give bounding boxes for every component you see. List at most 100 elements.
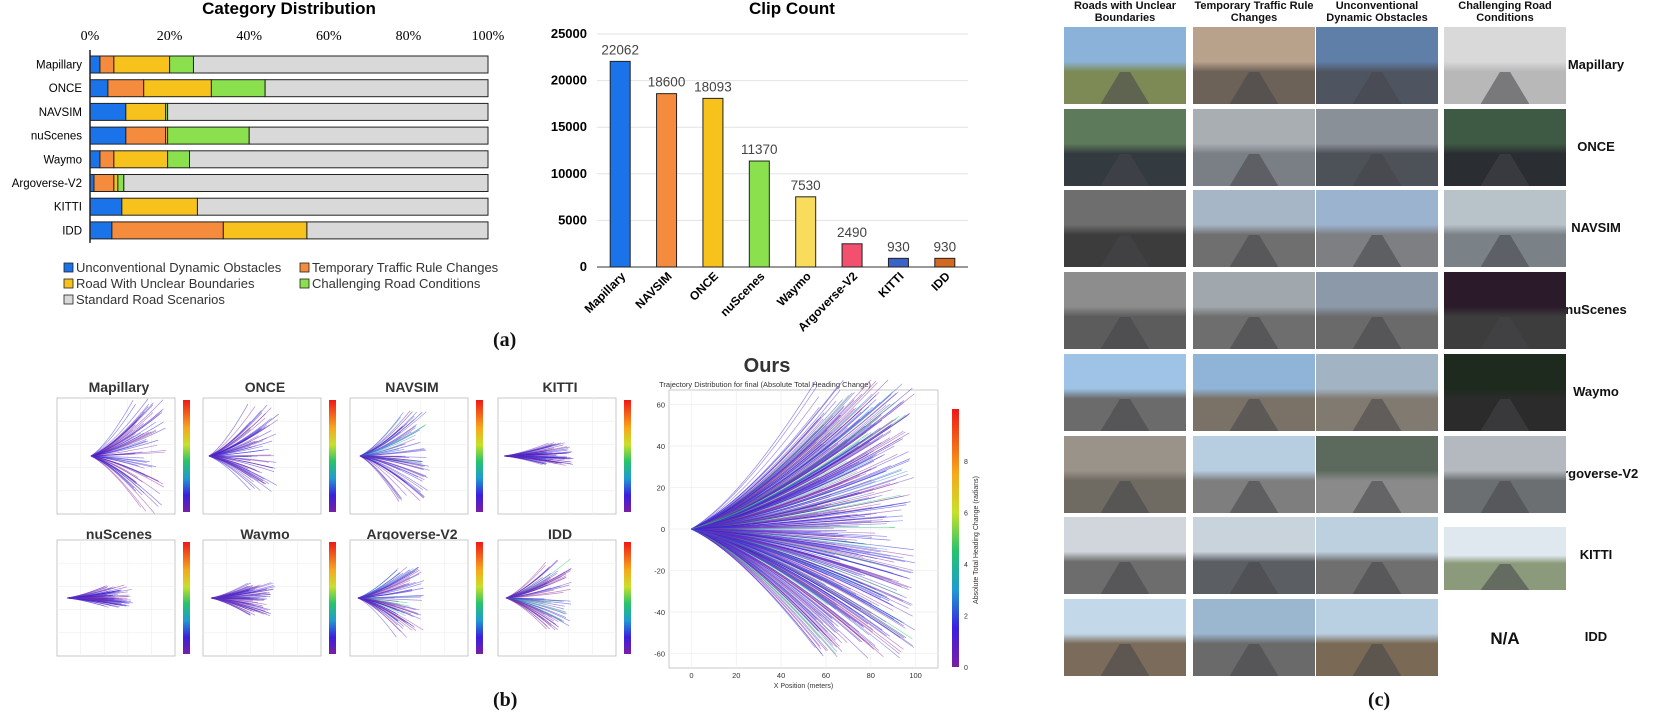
main-trajectory-line [691,528,837,655]
scene-road-shape [1352,234,1402,267]
trajectory-line [359,455,425,471]
main-x-label: X Position (meters) [774,683,834,690]
category-bar-segment [107,79,145,98]
caption-b: (b) [493,689,518,711]
clip-x-tick: NAVSIM [632,269,674,311]
main-trajectory-line [691,528,890,604]
category-bar-segment [167,126,250,145]
scene-road-shape [1480,234,1530,267]
trajectory-line [359,455,422,462]
category-bar-segment [167,102,489,121]
main-trajectory-line [691,433,869,530]
trajectory-colorbar [624,542,631,654]
trajectory-line [90,432,144,457]
scene-thumbnail [1444,272,1566,349]
scene-not-available: N/A [1490,629,1520,648]
category-bar-segment [89,79,109,98]
legend-label: Road With Unclear Boundaries [76,276,255,291]
scene-road-shape [1100,316,1150,349]
category-row-label: nuScenes [31,131,82,143]
scene-road-shape [1480,398,1530,431]
figure-panels-a-b: Category Distribution 0% 20% 40% 60% 80% 100% M… [12,0,980,690]
trajectory-colorbar [329,542,336,654]
main-colorbar-label: Absolute Total Heading Change (radians) [973,476,980,604]
category-bar-segment [117,174,125,192]
main-trajectory-line [691,480,876,530]
main-x-tick: 20 [732,671,740,680]
main-trajectory-line [691,385,818,530]
clip-bar [887,257,909,268]
main-y-tick: 20 [657,484,665,493]
scene-road-shape [1229,71,1279,104]
clip-value-label: 7530 [791,178,821,193]
main-colorbar-tick: 0 [964,665,968,672]
scene-road-shape [1480,153,1530,186]
legend-swatch [299,278,310,289]
main-plot-title: Ours [744,355,791,377]
trajectory-line [66,586,127,599]
category-row-label: IDD [62,225,82,237]
scene-thumbnail [1064,272,1186,349]
clip-bar [702,97,724,268]
scene-thumbnail [1193,190,1315,267]
trajectory-line [208,455,270,484]
trajectory-plot-title: Argoverse-V2 [366,526,457,542]
scene-row-label: IDD [1584,629,1608,644]
trajectory-line [208,404,268,457]
category-bar-segment [248,126,489,145]
trajectory-line [357,597,420,611]
trajectory-line [357,580,411,599]
category-bar-segment [99,150,115,169]
clip-y-tick: 20000 [551,73,587,88]
category-row-label: KITTI [54,202,82,214]
scene-thumbnail [1064,190,1186,267]
category-row-label: Mapillary [36,60,82,72]
trajectory-colorbar [476,400,483,512]
trajectory-plot-title: Mapillary [89,379,150,395]
trajectory-line [208,406,256,457]
main-colorbar-tick: 8 [964,459,968,466]
panel-c-scene-grid: Roads with Unclear Boundaries Temporary T… [1058,0,1661,718]
clip-value-label: 18600 [648,75,686,90]
category-bar-segment [89,126,127,145]
legend-swatch [63,278,74,289]
scene-road-shape [1229,398,1279,431]
main-trajectory-line [691,454,886,530]
scene-road-shape [1229,153,1279,186]
scene-thumbnail [1064,109,1186,186]
main-trajectory-line [691,528,828,633]
main-trajectory-line [691,406,820,530]
trajectory-line [359,455,424,499]
trajectory-fan-group [66,584,133,608]
scene-road-shape [1352,71,1402,104]
legend-swatch [63,262,74,273]
trajectory-colorbar [183,542,190,654]
scene-thumbnail [1316,27,1438,104]
clip-x-tick: Mapillary [582,269,629,316]
category-bar-segment [143,79,212,98]
category-bar-segment [169,55,194,74]
trajectory-fan-group [359,410,430,502]
scene-thumbnail [1316,599,1438,676]
trajectory-fan-group [503,442,574,466]
scene-thumbnail [1316,517,1438,594]
trajectory-plot-title: IDD [548,526,572,542]
trajectory-fan-group [90,398,167,514]
category-bar-segment [264,79,489,98]
scene-road-shape [1100,643,1150,676]
scene-road-shape [1352,398,1402,431]
main-trajectory-line [691,528,844,537]
trajectory-line [210,597,267,600]
category-bar-segment [89,221,113,240]
scene-thumbnail [1444,436,1566,513]
main-trajectory-line [691,488,874,530]
main-trajectory-line [691,402,895,530]
scene-thumbnail [1193,27,1315,104]
category-bar-segment [89,55,101,74]
scene-thumbnail [1193,354,1315,431]
scene-thumbnail [1444,190,1566,267]
clip-x-tick: nuScenes [717,269,767,319]
trajectory-line [505,597,556,631]
category-bar-segment [89,150,101,169]
trajectory-line [503,455,557,457]
